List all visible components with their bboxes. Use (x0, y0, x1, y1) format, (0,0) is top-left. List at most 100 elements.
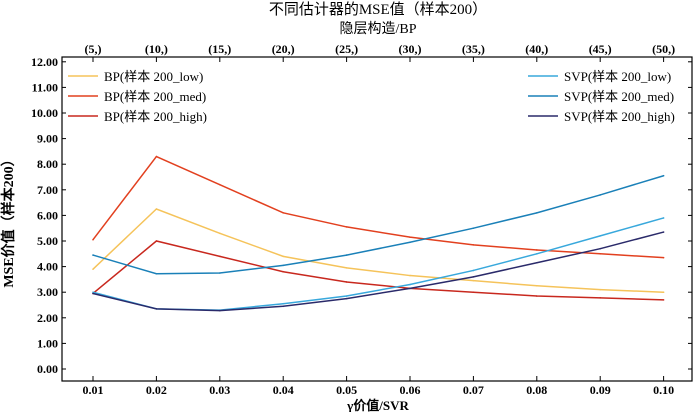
data-point (662, 256, 665, 259)
data-point (662, 299, 665, 301)
top-tick-label: (40,) (525, 42, 548, 56)
y-tick-label: 1.00 (37, 336, 58, 350)
x-axis-label: γ价值/SVR (346, 398, 409, 412)
data-point (599, 253, 601, 255)
data-point (599, 247, 601, 250)
y-tick-label: 0.00 (37, 362, 58, 376)
x-tick-label: 0.09 (590, 383, 611, 397)
data-point (282, 270, 285, 273)
data-point (155, 308, 158, 310)
series-line (92, 175, 664, 275)
y-tick-label: 12.00 (31, 55, 58, 69)
data-point (345, 281, 348, 283)
data-point (219, 183, 221, 186)
data-point (409, 283, 411, 286)
data-point (219, 272, 221, 274)
data-point (409, 287, 411, 290)
data-point (599, 194, 601, 196)
data-point (472, 227, 475, 229)
legend-label: SVP(样本 200_high) (564, 109, 675, 124)
data-point (536, 253, 538, 255)
x-tick-label: 0.08 (526, 383, 547, 397)
data-point (409, 274, 411, 277)
data-point (282, 212, 285, 214)
series-line (92, 240, 664, 301)
x-tick-label: 0.07 (463, 383, 484, 397)
data-point (536, 212, 538, 214)
data-point (472, 269, 475, 272)
top-tick-label: (20,) (272, 42, 295, 56)
data-point (472, 276, 475, 278)
data-point (536, 285, 538, 287)
data-point (282, 305, 285, 308)
x-tick-label: 0.01 (83, 383, 104, 397)
y-tick-label: 7.00 (37, 183, 58, 197)
data-point (662, 174, 665, 177)
top-tick-label: (15,) (208, 42, 231, 56)
y-tick-label: 10.00 (31, 106, 58, 120)
data-point (282, 255, 285, 258)
legend-label: BP(样本 200_low) (104, 69, 203, 84)
top-tick-label: (25,) (335, 42, 358, 56)
data-point (472, 244, 475, 246)
y-tick-label: 4.00 (37, 260, 58, 274)
top-tick-label: (45,) (589, 42, 612, 56)
data-point (345, 254, 348, 256)
y-tick-label: 3.00 (37, 285, 58, 299)
data-point (282, 302, 285, 305)
top-tick-label: (30,) (399, 42, 422, 56)
data-point (662, 217, 665, 219)
legend-label: SVP(样本 200_med) (564, 89, 674, 104)
data-point (662, 291, 665, 294)
top-tick-label: (35,) (462, 42, 485, 56)
data-point (662, 231, 665, 233)
data-point (282, 264, 285, 267)
data-point (345, 297, 348, 300)
data-point (536, 249, 538, 251)
data-point (599, 235, 601, 237)
y-tick-label: 5.00 (37, 234, 58, 248)
x-tick-label: 0.10 (653, 383, 674, 397)
top-tick-label: (50,) (652, 42, 675, 56)
data-point (536, 295, 538, 297)
data-point (345, 295, 348, 297)
data-point (599, 297, 601, 299)
legend-label: BP(样本 200_med) (104, 89, 206, 104)
y-axis-label: MSE价值（样本200） (0, 152, 17, 287)
data-point (536, 261, 538, 264)
data-point (155, 240, 158, 242)
top-tick-label: (5,) (85, 42, 102, 56)
data-point (472, 279, 475, 282)
data-point (409, 241, 411, 244)
y-tick-label: 9.00 (37, 132, 58, 146)
y-tick-label: 2.00 (37, 311, 58, 325)
data-point (92, 292, 94, 295)
data-point (155, 208, 158, 210)
y-tick-label: 6.00 (37, 208, 58, 222)
data-point (92, 238, 94, 241)
y-tick-label: 11.00 (32, 80, 58, 94)
data-point (219, 255, 221, 258)
data-point (345, 226, 348, 228)
data-point (92, 254, 94, 256)
data-point (155, 272, 158, 275)
plot-frame (61, 56, 693, 382)
x-tick-label: 0.05 (336, 383, 357, 397)
x-tick-label: 0.02 (146, 383, 167, 397)
data-point (409, 236, 411, 238)
data-point (92, 291, 94, 294)
chart-title: 不同估计器的MSE值（样本200） (269, 1, 487, 18)
legend-label: SVP(样本 200_low) (564, 69, 671, 84)
series-line (92, 231, 664, 312)
data-point (155, 155, 158, 158)
x-tick-label: 0.03 (209, 383, 230, 397)
series-line (92, 155, 664, 259)
data-point (219, 232, 221, 235)
data-point (92, 268, 94, 270)
x-tick-label: 0.06 (400, 383, 421, 397)
y-tick-label: 8.00 (37, 157, 58, 171)
legend-label: BP(样本 200_high) (104, 109, 207, 124)
data-point (345, 267, 348, 269)
